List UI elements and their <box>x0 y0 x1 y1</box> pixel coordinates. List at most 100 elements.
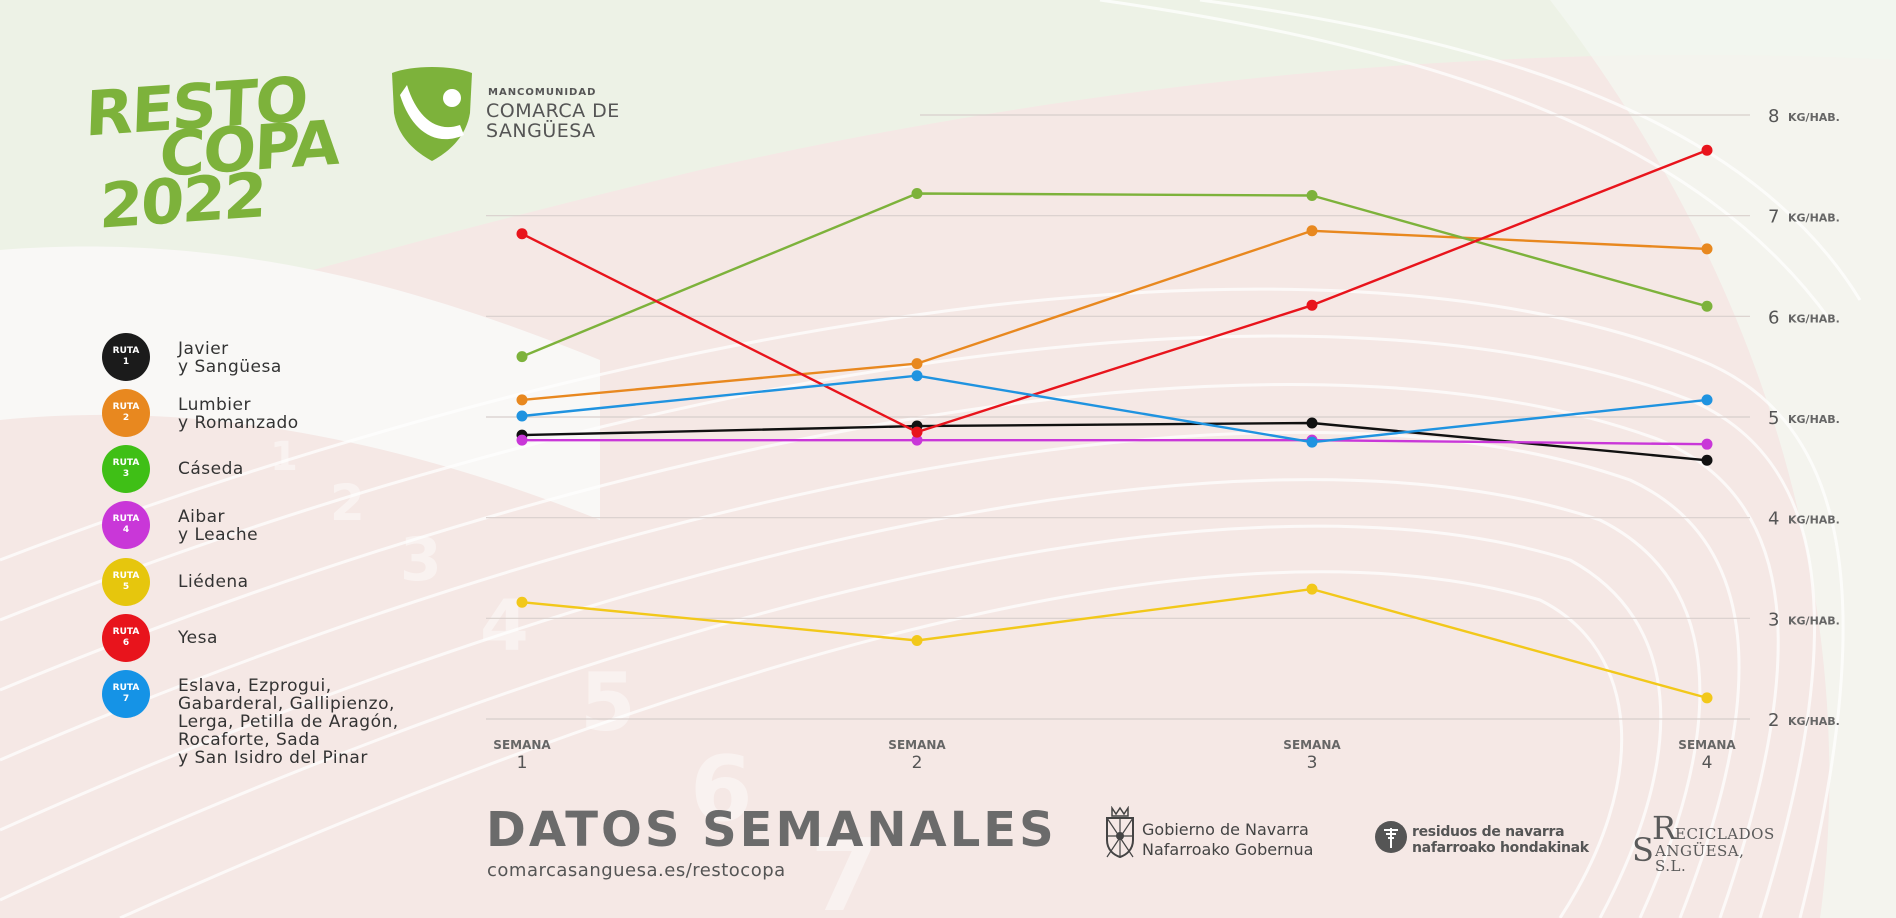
series-line-ruta-3 <box>521 192 1708 358</box>
residuos-navarra-text: residuos de navarra nafarroako hondakina… <box>1412 824 1612 856</box>
data-point-ruta-1 <box>1306 417 1318 429</box>
x-tick-label: SEMANA <box>1283 738 1341 752</box>
series-line-ruta-5 <box>521 587 1708 700</box>
y-tick-unit: KG/HAB. <box>1788 312 1840 325</box>
badge-label: RUTA <box>112 627 140 637</box>
res-line-1: residuos de navarra <box>1412 824 1565 840</box>
badge-number: 7 <box>122 694 130 704</box>
badge-number: 2 <box>122 413 130 423</box>
legend-label: Liédena <box>178 572 249 592</box>
y-tick-unit: KG/HAB. <box>1788 514 1840 527</box>
reciclados-sanguesa-logo: S R ECICLADOS S ANGÜESA, S.L. <box>1632 812 1774 874</box>
badge-label: RUTA <box>112 346 140 356</box>
badge-number: 1 <box>122 357 130 367</box>
comarca-shield-icon <box>392 67 472 161</box>
data-point-ruta-3 <box>911 188 923 200</box>
x-tick-label: SEMANA <box>493 738 551 752</box>
data-point-ruta-4 <box>1701 438 1713 450</box>
data-point-ruta-1 <box>1701 454 1713 466</box>
data-point-ruta-4 <box>516 434 528 446</box>
comarca-line-1: COMARCA DE <box>486 100 620 122</box>
mancomunidad-small: MANCOMUNIDAD <box>488 87 597 98</box>
x-tick-number: 4 <box>1702 753 1713 773</box>
ruta-badge: RUTA 3 <box>102 445 150 493</box>
data-point-ruta-3 <box>1306 190 1318 202</box>
gobierno-navarra-text: Gobierno de Navarra Nafarroako Gobernua <box>1142 820 1362 860</box>
data-point-ruta-4 <box>911 434 923 446</box>
data-point-ruta-2 <box>1306 225 1318 237</box>
data-point-ruta-5 <box>1701 692 1713 704</box>
badge-label: RUTA <box>112 458 140 468</box>
y-tick-unit: KG/HAB. <box>1788 413 1840 426</box>
data-point-ruta-5 <box>911 634 923 646</box>
series-line-ruta-4 <box>522 439 1708 446</box>
data-point-ruta-6 <box>516 228 528 240</box>
legend-label: Eslava, Ezprogui, Gabarderal, Gallipienz… <box>178 676 399 768</box>
rec-anguesa: ANGÜESA, S.L. <box>1655 842 1745 875</box>
data-point-ruta-7 <box>911 370 923 382</box>
gobierno-navarra-logo: Gobierno de Navarra Nafarroako Gobernua <box>1104 805 1313 862</box>
navarra-coat-of-arms-icon <box>1106 805 1134 859</box>
legend-label: Lumbier y Romanzado <box>178 395 299 433</box>
y-tick-unit: KG/HAB. <box>1788 212 1840 225</box>
data-point-ruta-5 <box>1306 583 1318 595</box>
badge-label: RUTA <box>112 514 140 524</box>
badge-label: RUTA <box>112 571 140 581</box>
mancomunidad-logo: MANCOMUNIDAD COMARCA DE SANGÜESA <box>382 63 619 167</box>
ruta-badge: RUTA 7 <box>102 670 150 718</box>
comarca-line-2: SANGÜESA <box>486 120 596 142</box>
data-point-ruta-2 <box>516 394 528 406</box>
series-line-ruta-7 <box>521 374 1708 444</box>
y-tick-label: 6 <box>1768 307 1779 328</box>
badge-number: 6 <box>122 638 130 648</box>
data-point-ruta-7 <box>1306 436 1318 448</box>
svg-text:3: 3 <box>400 525 442 595</box>
svg-text:2: 2 <box>330 474 365 532</box>
data-point-ruta-3 <box>1701 300 1713 312</box>
ruta-badge: RUTA 5 <box>102 558 150 606</box>
restocopa-logo-line-3: 2022 <box>98 158 267 243</box>
gov-line-1: Gobierno de Navarra <box>1142 820 1309 839</box>
y-tick-unit: KG/HAB. <box>1788 614 1840 627</box>
y-tick-label: 8 <box>1768 106 1779 127</box>
data-point-ruta-7 <box>1701 394 1713 406</box>
badge-label: RUTA <box>112 683 140 693</box>
data-point-ruta-6 <box>1306 299 1318 311</box>
residuos-navarra-icon <box>1375 821 1407 853</box>
residuos-navarra-logo: residuos de navarra nafarroako hondakina… <box>1374 820 1589 858</box>
y-tick-unit: KG/HAB. <box>1788 715 1840 728</box>
legend-label: Javier y Sangüesa <box>178 339 282 377</box>
data-point-ruta-5 <box>516 596 528 608</box>
res-line-2: nafarroako hondakinak <box>1412 840 1589 856</box>
svg-text:1: 1 <box>270 434 298 480</box>
data-point-ruta-2 <box>1701 243 1713 255</box>
badge-number: 5 <box>122 582 130 592</box>
svg-text:6: 6 <box>690 737 753 842</box>
data-point-ruta-3 <box>516 351 528 363</box>
ruta-badge: RUTA 4 <box>102 501 150 549</box>
series-line-ruta-6 <box>521 149 1708 434</box>
y-tick-unit: KG/HAB. <box>1788 111 1840 124</box>
ruta-badge: RUTA 2 <box>102 389 150 437</box>
legend-label: Aibar y Leache <box>178 507 259 545</box>
badge-label: RUTA <box>112 402 140 412</box>
footer-url: comarcasanguesa.es/restocopa <box>487 860 786 881</box>
gov-line-2: Nafarroako Gobernua <box>1142 840 1314 859</box>
y-tick-label: 3 <box>1768 609 1779 630</box>
data-point-ruta-6 <box>911 426 923 438</box>
series-line-ruta-2 <box>521 229 1708 402</box>
svg-text:7: 7 <box>810 817 880 918</box>
badge-number: 3 <box>122 469 130 479</box>
x-tick-number: 3 <box>1307 753 1318 773</box>
y-tick-label: 5 <box>1768 408 1779 429</box>
svg-text:5: 5 <box>580 656 636 749</box>
ruta-badge: RUTA 6 <box>102 614 150 662</box>
data-point-ruta-7 <box>516 410 528 422</box>
ruta-badge: RUTA 1 <box>102 333 150 381</box>
y-tick-label: 7 <box>1768 207 1779 228</box>
rec-letter-s: S <box>1632 831 1654 869</box>
x-tick-number: 2 <box>912 753 923 773</box>
legend-label: Yesa <box>178 628 218 648</box>
